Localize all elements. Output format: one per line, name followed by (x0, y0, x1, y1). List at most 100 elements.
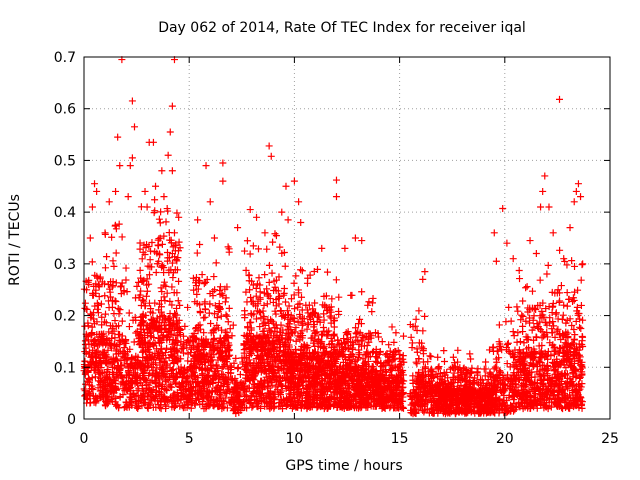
data-point (172, 337, 180, 345)
data-point (93, 396, 101, 404)
data-point (102, 319, 110, 327)
data-point (96, 273, 104, 281)
data-point (243, 298, 251, 306)
data-point (156, 324, 164, 332)
data-point (181, 322, 189, 330)
data-point (118, 317, 126, 325)
data-point (153, 369, 161, 377)
data-point (155, 250, 163, 258)
data-point (101, 264, 109, 272)
data-point (175, 316, 183, 324)
data-point (335, 293, 343, 301)
data-point (156, 398, 164, 406)
data-point (216, 283, 224, 291)
data-point (265, 261, 273, 269)
data-point (513, 338, 521, 346)
data-point (88, 331, 96, 339)
data-point (148, 319, 156, 327)
data-point (109, 257, 117, 265)
data-point (144, 404, 152, 412)
data-point (184, 381, 192, 389)
data-point (168, 283, 176, 291)
data-point (163, 387, 171, 395)
data-point (152, 268, 160, 276)
data-point (117, 283, 125, 291)
data-point (89, 289, 97, 297)
data-point (168, 348, 176, 356)
data-point (123, 378, 131, 386)
data-point (149, 366, 157, 374)
data-point (330, 323, 338, 331)
data-point (207, 320, 215, 327)
data-point (170, 360, 178, 368)
data-point (145, 280, 153, 288)
data-point (196, 321, 204, 329)
data-point (105, 297, 113, 305)
data-point (124, 348, 132, 356)
data-point (213, 314, 221, 322)
data-point (141, 363, 149, 371)
data-point (171, 247, 179, 255)
data-point (114, 304, 122, 312)
data-point (173, 289, 181, 297)
data-point (168, 301, 176, 309)
data-point (348, 291, 356, 299)
data-point (166, 335, 174, 343)
data-point (104, 346, 112, 354)
data-point (145, 299, 153, 307)
data-point (222, 311, 230, 319)
data-point (137, 287, 145, 295)
data-point (200, 280, 208, 288)
data-point (378, 338, 386, 346)
data-point (466, 350, 474, 358)
data-point (129, 389, 137, 397)
data-point (118, 279, 126, 287)
data-point (150, 393, 158, 401)
data-point (159, 333, 167, 341)
data-point (180, 349, 188, 357)
data-point (84, 336, 92, 344)
data-point (123, 288, 131, 296)
data-point (97, 300, 105, 308)
data-point (106, 293, 114, 301)
data-point (148, 263, 156, 271)
data-point (139, 372, 147, 380)
data-point (136, 239, 144, 247)
data-point (161, 297, 169, 305)
data-point (118, 336, 126, 344)
data-point (187, 385, 195, 393)
data-point (320, 310, 328, 318)
data-point (165, 254, 173, 262)
data-point (136, 360, 144, 368)
data-point (86, 391, 94, 399)
data-point (226, 325, 234, 333)
data-point (140, 362, 148, 370)
data-point (154, 242, 162, 250)
data-point (280, 285, 288, 293)
data-point (125, 403, 133, 411)
data-point (143, 287, 151, 295)
data-point (161, 325, 169, 333)
data-point (135, 278, 143, 286)
data-point (434, 353, 442, 361)
data-point (522, 284, 530, 292)
data-point (160, 278, 168, 286)
data-point (88, 258, 96, 266)
data-point (83, 332, 91, 340)
data-point (177, 338, 185, 346)
data-point (145, 371, 153, 379)
data-point (107, 342, 115, 350)
data-point (502, 318, 510, 326)
data-point (104, 366, 112, 374)
data-point (159, 363, 167, 371)
data-point (101, 377, 109, 385)
data-point (119, 391, 127, 399)
data-point (115, 220, 123, 228)
data-point (117, 372, 125, 380)
data-point (120, 344, 128, 352)
data-point (482, 358, 490, 366)
data-point (149, 309, 157, 317)
data-point (138, 255, 146, 263)
data-point (92, 348, 100, 356)
data-point (156, 219, 164, 227)
